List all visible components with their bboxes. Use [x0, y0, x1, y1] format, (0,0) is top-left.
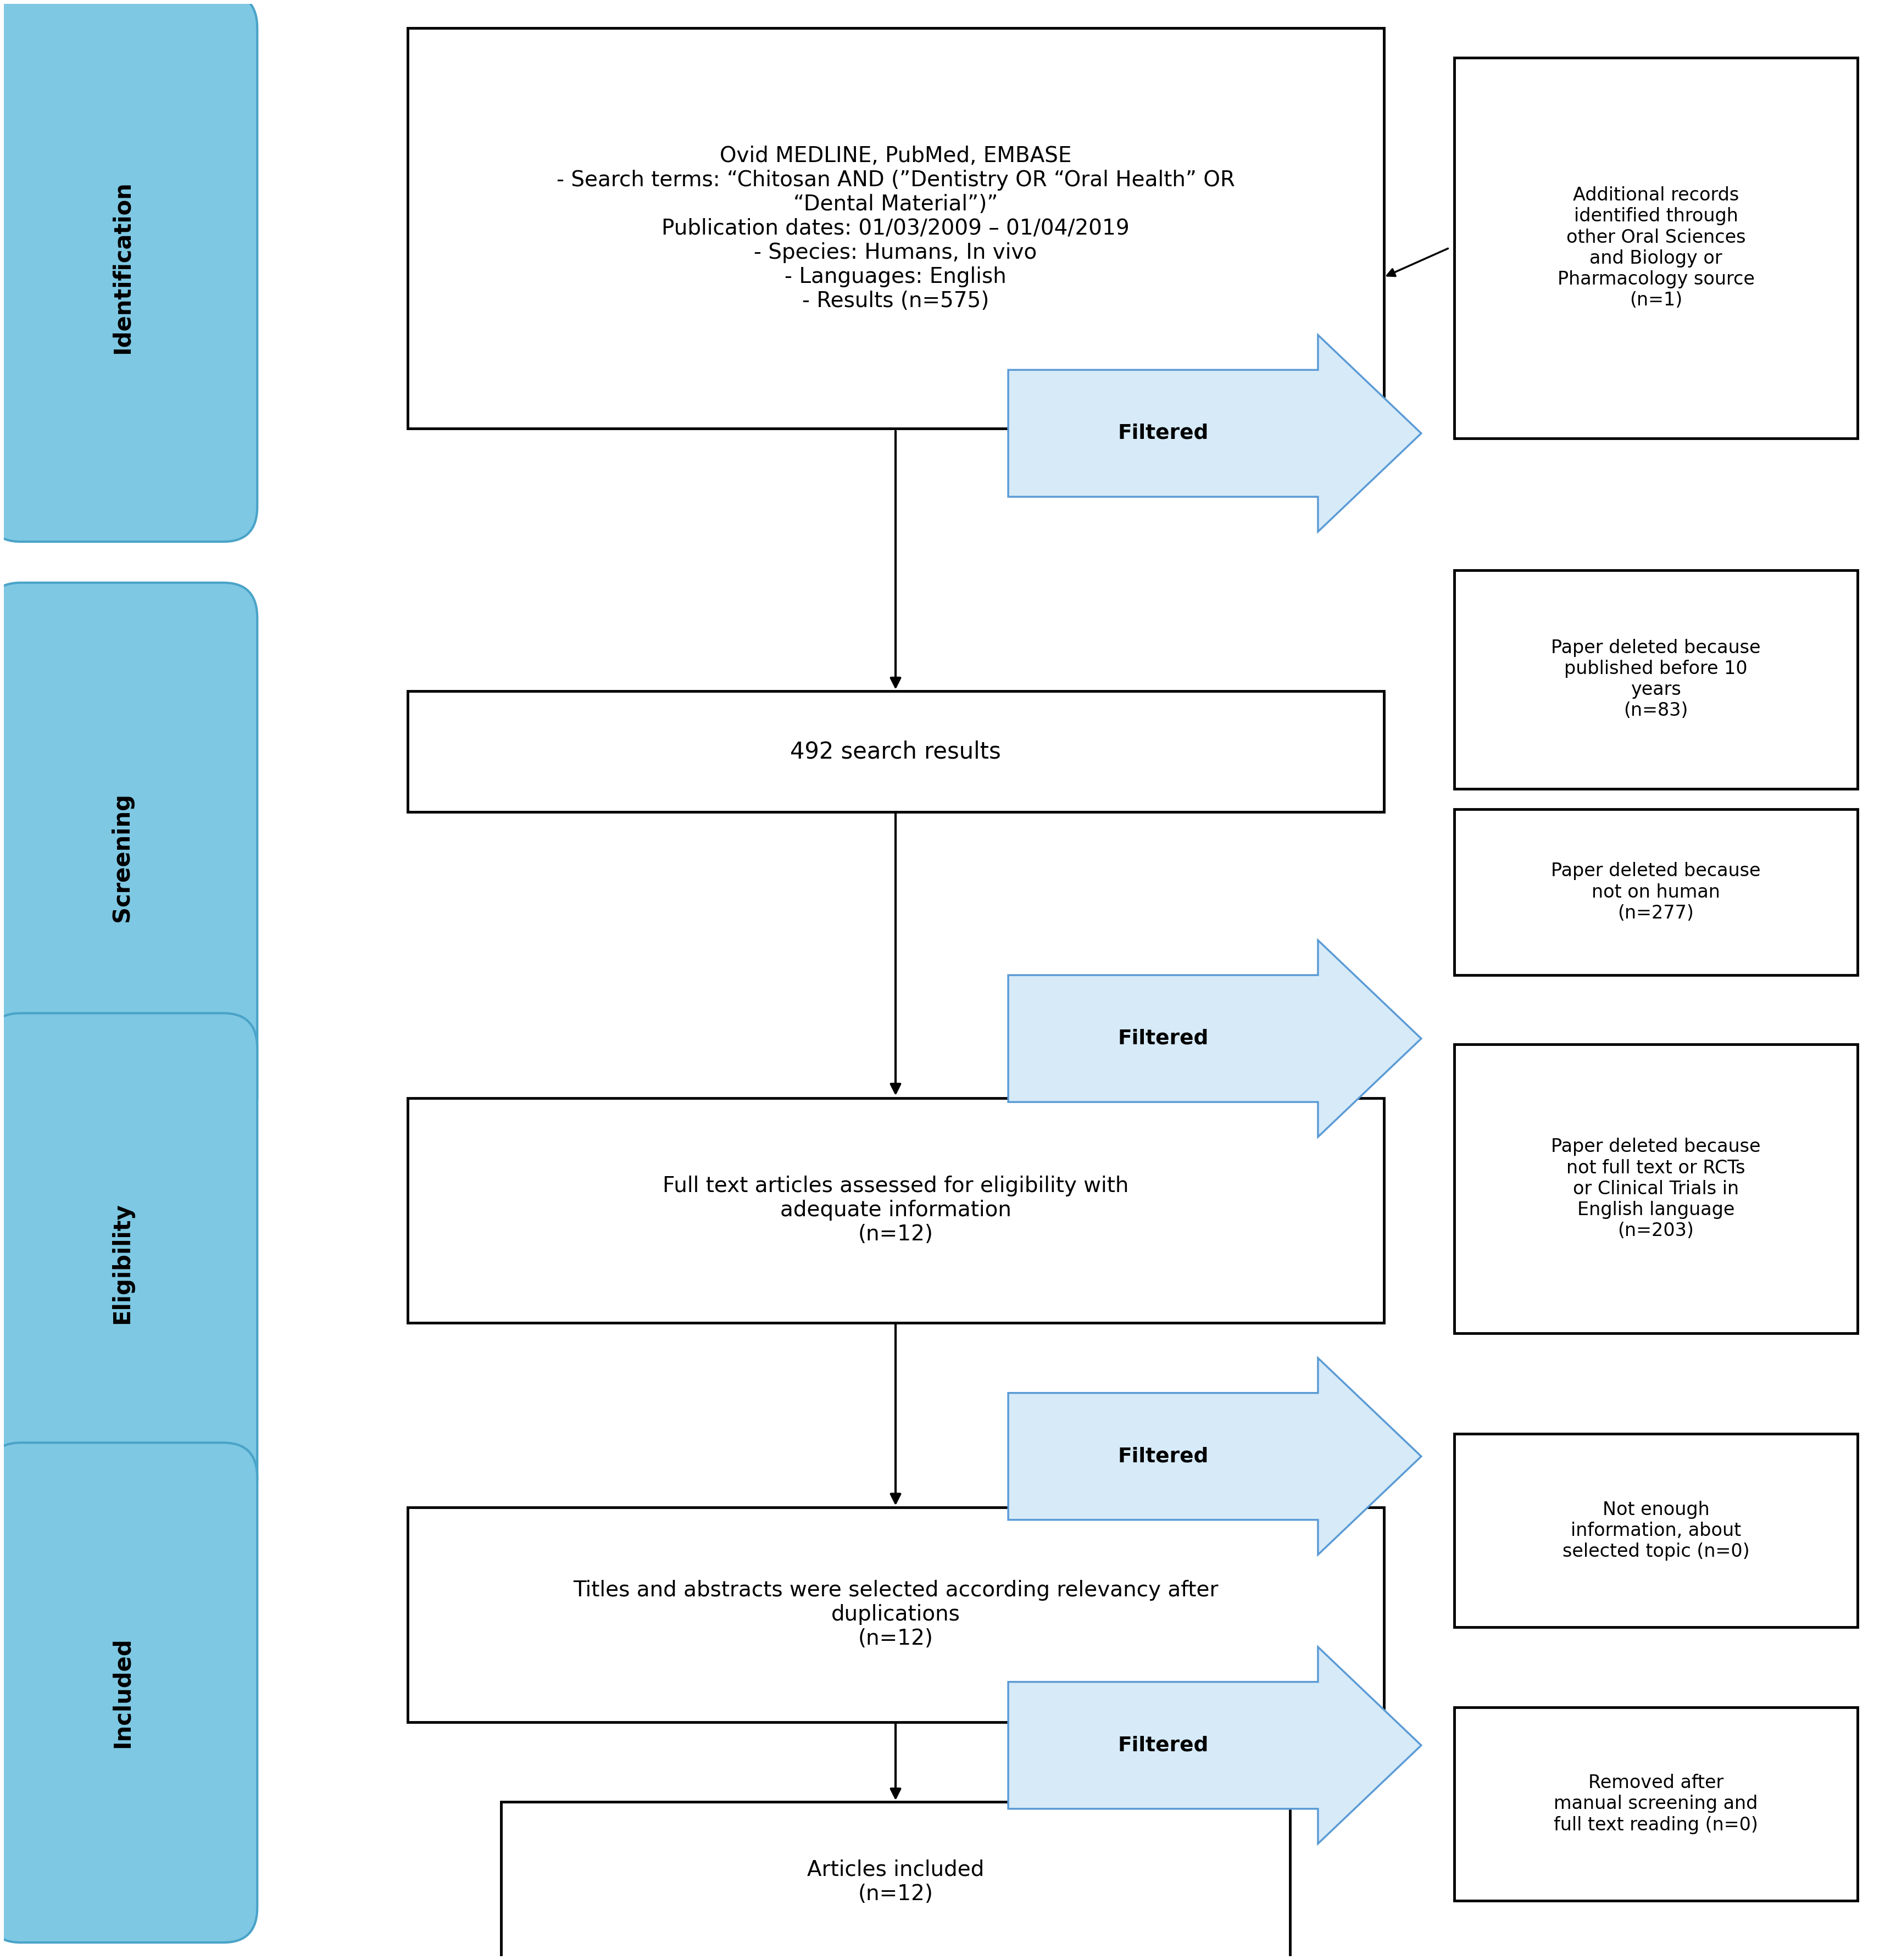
Bar — [407, 27, 1384, 429]
FancyBboxPatch shape — [0, 582, 256, 1131]
Text: Ovid MEDLINE, PubMed, EMBASE
- Search terms: “Chitosan AND (”Dentistry OR “Oral : Ovid MEDLINE, PubMed, EMBASE - Search te… — [556, 145, 1235, 312]
FancyBboxPatch shape — [0, 1443, 256, 1942]
Bar — [1453, 1045, 1859, 1333]
Text: Filtered: Filtered — [1118, 1735, 1208, 1756]
Bar — [1453, 570, 1859, 788]
Bar — [1453, 57, 1859, 439]
Text: 492 search results: 492 search results — [790, 741, 1001, 762]
Polygon shape — [1008, 941, 1421, 1137]
Polygon shape — [1008, 1646, 1421, 1844]
Bar — [407, 1098, 1384, 1323]
Bar — [1453, 1707, 1859, 1901]
Text: Titles and abstracts were selected according relevancy after
duplications
(n=12): Titles and abstracts were selected accor… — [573, 1580, 1218, 1648]
Text: Full text articles assessed for eligibility with
adequate information
(n=12): Full text articles assessed for eligibil… — [662, 1176, 1129, 1245]
Text: Identification: Identification — [111, 180, 134, 355]
FancyBboxPatch shape — [0, 1013, 256, 1513]
Text: Included: Included — [111, 1637, 134, 1748]
Polygon shape — [1008, 1358, 1421, 1554]
Text: Filtered: Filtered — [1118, 423, 1208, 443]
Text: Paper deleted because
not full text or RCTs
or Clinical Trials in
English langua: Paper deleted because not full text or R… — [1551, 1139, 1761, 1241]
Bar — [501, 1801, 1289, 1960]
Text: Filtered: Filtered — [1118, 1029, 1208, 1049]
Text: Not enough
information, about
selected topic (n=0): Not enough information, about selected t… — [1563, 1501, 1749, 1560]
Bar — [407, 692, 1384, 811]
Text: Eligibility: Eligibility — [111, 1203, 134, 1323]
Text: Paper deleted because
published before 10
years
(n=83): Paper deleted because published before 1… — [1551, 639, 1761, 719]
Bar — [1453, 1435, 1859, 1627]
Text: Paper deleted because
not on human
(n=277): Paper deleted because not on human (n=27… — [1551, 862, 1761, 923]
Text: Screening: Screening — [111, 792, 134, 921]
Bar — [1453, 809, 1859, 976]
Text: Articles included
(n=12): Articles included (n=12) — [807, 1860, 984, 1905]
Polygon shape — [1008, 335, 1421, 531]
Text: Removed after
manual screening and
full text reading (n=0): Removed after manual screening and full … — [1553, 1774, 1759, 1835]
Text: Filtered: Filtered — [1118, 1446, 1208, 1466]
FancyBboxPatch shape — [0, 0, 256, 541]
Bar — [407, 1507, 1384, 1723]
Text: Additional records
identified through
other Oral Sciences
and Biology or
Pharmac: Additional records identified through ot… — [1557, 186, 1755, 310]
